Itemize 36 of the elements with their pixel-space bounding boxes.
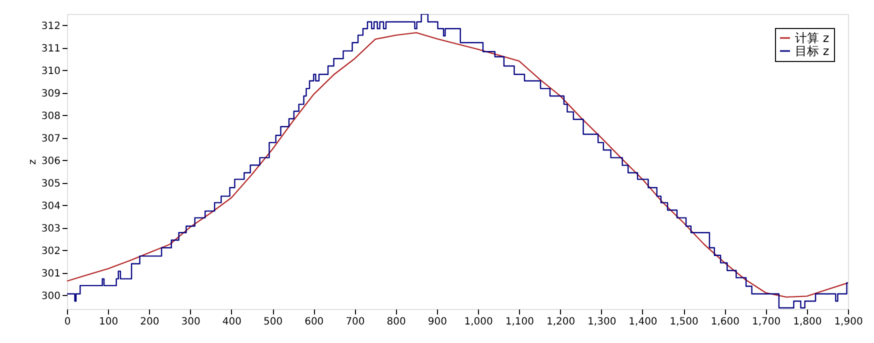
y-tick-label: 308 [41,110,60,122]
y-tick-label: 307 [41,133,60,144]
x-tick-label: 1,700 [752,316,781,328]
y-tick-label: 305 [41,178,60,190]
y-tick-label: 310 [41,66,60,77]
x-tick-label: 1,400 [628,316,658,328]
legend-label: 计算 z [795,31,830,45]
x-tick-label: 1,200 [546,316,576,328]
x-tick-label: 100 [99,316,118,328]
x-tick-label: 900 [428,316,447,328]
x-tick-label: 500 [263,316,283,328]
x-tick-label: 1,500 [670,316,698,328]
x-tick-label: 1,300 [588,316,616,328]
y-tick-label: 301 [41,268,60,280]
x-tick-label: 300 [181,316,200,328]
y-tick-label: 311 [41,43,60,54]
x-tick-label: 1,100 [505,316,534,328]
y-tick-label: 306 [41,156,60,167]
y-tick-label: 302 [41,246,60,257]
x-tick-label: 700 [346,316,365,328]
y-tick-label: 304 [41,200,60,212]
x-tick-label: 600 [304,316,324,328]
y-tick-label: 312 [41,20,60,32]
x-tick-label: 1,900 [834,316,863,328]
x-tick-label: 1,800 [793,316,822,328]
y-tick-label: 300 [41,290,60,302]
y-axis-title: z [27,159,38,165]
y-tick-label: 309 [41,88,60,100]
x-tick-label: 1,600 [710,316,740,328]
x-tick-label: 200 [140,316,160,328]
y-tick-label: 303 [41,223,60,234]
x-tick-label: 1,000 [464,316,493,328]
x-tick-label: 0 [64,316,71,328]
x-tick-label: 800 [386,316,406,328]
legend-label: 目标 z [795,44,830,58]
x-tick-label: 400 [222,316,242,328]
